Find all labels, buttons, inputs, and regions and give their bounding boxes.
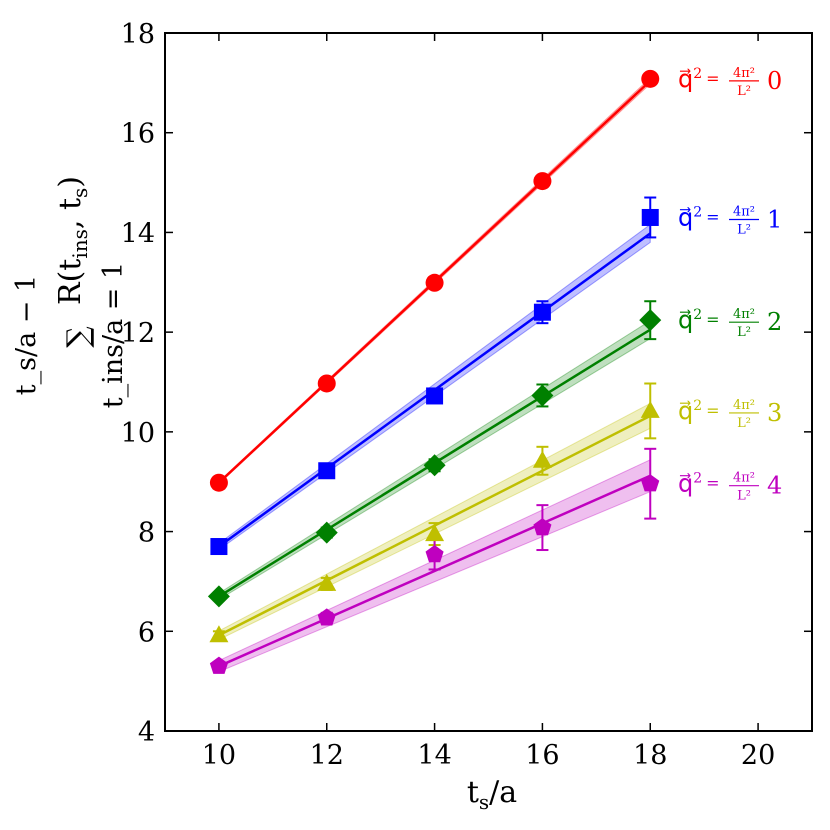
legend-q-squared: q⃗2 = — [678, 397, 720, 425]
fit-line-4 — [218, 474, 651, 668]
y-tick-label: 12 — [121, 318, 155, 349]
legend-denominator: L² — [737, 325, 751, 340]
legend-q: q⃗ — [678, 397, 693, 425]
data-point-diamond — [207, 585, 230, 608]
data-point-diamond — [315, 521, 338, 544]
data-point-circle — [533, 172, 552, 191]
legend-entry-0: q⃗2 = 4π² L² 0 — [678, 65, 782, 99]
legend-q: q⃗ — [678, 203, 693, 231]
legend-numerator: 4π² — [733, 204, 755, 219]
x-tick-label: 16 — [525, 740, 559, 771]
data-point-circle — [317, 374, 336, 393]
fit-band-3 — [218, 402, 651, 641]
data-point-pentagon — [209, 656, 228, 674]
legend-q-squared: q⃗2 = — [678, 470, 720, 498]
legend-numerator: 4π² — [733, 307, 755, 322]
legend-equals: = — [706, 474, 719, 493]
legend-denominator: L² — [737, 84, 751, 99]
legend-q: q⃗ — [678, 65, 693, 93]
y-tick-label: 16 — [121, 119, 155, 150]
legend-equals: = — [706, 69, 719, 88]
legend-equals: = — [706, 401, 719, 420]
legend-index: 4 — [767, 472, 782, 500]
legend-q-squared: q⃗2 = — [678, 306, 720, 334]
legend-q: q⃗ — [678, 470, 693, 498]
y-tick-label: 14 — [121, 218, 155, 249]
data-point-square — [318, 462, 336, 480]
data-point-square — [210, 538, 228, 556]
legend-numerator: 4π² — [733, 398, 755, 413]
y-tick-label: 6 — [138, 617, 155, 648]
legend-entry-1: q⃗2 = 4π² L² 1 — [678, 203, 782, 237]
y-tick-label: 18 — [121, 19, 155, 50]
data-point-triangle — [532, 450, 552, 468]
fit-bands — [218, 76, 651, 673]
data-point-square — [426, 387, 444, 405]
legend-superscript: 2 — [693, 471, 702, 487]
legend-index: 2 — [767, 308, 782, 336]
y-axis-summand: R(tins, ts) — [53, 176, 92, 305]
data-point-triangle — [209, 625, 229, 643]
y-tick-label: 10 — [121, 418, 155, 449]
y-axis-sum-upper-limit: t_s/a − 1 — [11, 275, 42, 395]
data-point-diamond — [639, 309, 662, 332]
plot-frame — [164, 32, 813, 732]
data-point-circle — [209, 473, 228, 492]
x-tick-label: 20 — [741, 740, 775, 771]
x-tick-label: 10 — [202, 740, 236, 771]
legend-q: q⃗ — [678, 306, 693, 334]
legend-equals: = — [706, 207, 719, 226]
y-axis-sum-lower-limit: t_ins/a = 1 — [98, 262, 129, 408]
legend-index: 1 — [767, 205, 782, 233]
x-tick-label: 14 — [417, 740, 451, 771]
legend-numerator: 4π² — [733, 66, 755, 81]
x-tick-label: 12 — [310, 740, 344, 771]
legend-denominator: L² — [737, 222, 751, 237]
data-point-square — [533, 303, 551, 321]
data-point-diamond — [423, 454, 446, 477]
legend-superscript: 2 — [693, 398, 702, 414]
legend-index: 0 — [767, 67, 782, 95]
data-point-circle — [641, 69, 660, 88]
data-point-triangle — [317, 573, 337, 591]
x-tick-label: 18 — [633, 740, 667, 771]
legend-denominator: L² — [737, 416, 751, 431]
data-point-pentagon — [317, 608, 336, 626]
x-axis-label: ts/a — [467, 775, 517, 814]
legend-entry-4: q⃗2 = 4π² L² 4 — [678, 470, 782, 504]
legend-index: 3 — [767, 399, 782, 427]
y-tick-label: 4 — [138, 717, 155, 748]
data-point-pentagon — [641, 474, 660, 492]
data-point-pentagon — [425, 545, 444, 563]
data-point-circle — [425, 273, 444, 292]
legend-denominator: L² — [737, 489, 751, 504]
legend-entry-3: q⃗2 = 4π² L² 3 — [678, 397, 782, 431]
data-point-pentagon — [533, 518, 552, 536]
legend-numerator: 4π² — [733, 471, 755, 486]
data-point-diamond — [531, 384, 554, 407]
y-axis-label: t_s/a − 1 ∑ t_ins/a = 1 R(tins, ts) — [11, 176, 129, 408]
data-point-triangle — [640, 400, 660, 418]
data-markers — [207, 69, 662, 674]
legend-q-squared: q⃗2 = — [678, 203, 720, 231]
legend-q-squared: q⃗2 = — [678, 65, 720, 93]
legend-superscript: 2 — [693, 204, 702, 220]
legend-superscript: 2 — [693, 307, 702, 323]
data-point-square — [641, 208, 659, 226]
data-point-triangle — [425, 524, 445, 542]
y-axis-sigma: ∑ — [61, 326, 96, 348]
y-tick-label: 8 — [138, 518, 155, 549]
legend-superscript: 2 — [693, 66, 702, 82]
legend-equals: = — [706, 310, 719, 329]
